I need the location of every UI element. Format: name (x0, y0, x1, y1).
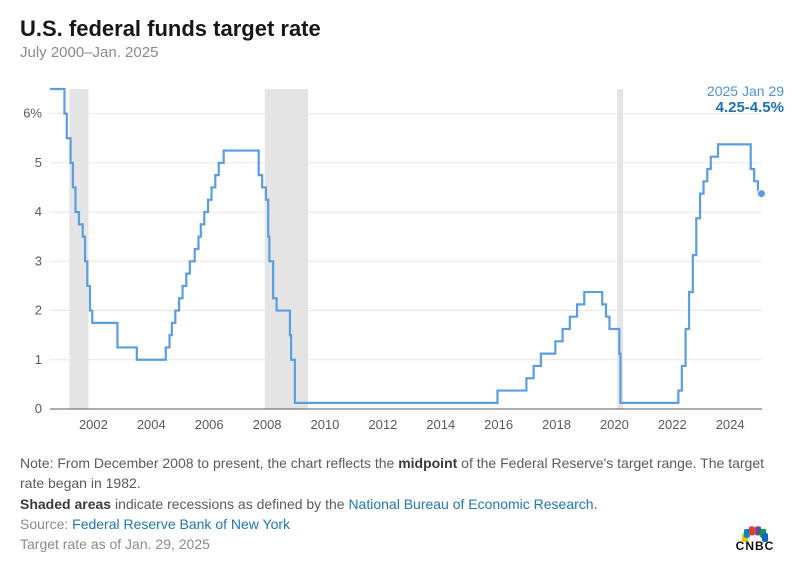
source-label: Source: (20, 516, 72, 532)
svg-text:1: 1 (35, 352, 42, 367)
cnbc-logo: CNBC (720, 518, 790, 552)
svg-text:2008: 2008 (253, 417, 282, 432)
source-link[interactable]: Federal Reserve Bank of New York (72, 516, 290, 532)
svg-text:2014: 2014 (426, 417, 455, 432)
svg-text:0: 0 (35, 401, 42, 416)
note-line2-c: . (594, 496, 598, 512)
note-midpoint-bold: midpoint (398, 455, 457, 471)
latest-value-callout: 2025 Jan 29 4.25-4.5% (707, 83, 784, 116)
asof-line: Target rate as of Jan. 29, 2025 (20, 534, 790, 554)
svg-text:2022: 2022 (658, 417, 687, 432)
chart-notes: Note: From December 2008 to present, the… (20, 453, 790, 554)
chart-subtitle: July 2000–Jan. 2025 (20, 44, 790, 61)
note-line1-a: Note: From December 2008 to present, the… (20, 455, 398, 471)
svg-text:2012: 2012 (368, 417, 397, 432)
chart-area: 2025 Jan 29 4.25-4.5% 0 1 2 3 4 5 6% 2002 2004 20… (20, 79, 790, 439)
svg-text:2024: 2024 (716, 417, 745, 432)
svg-text:2010: 2010 (310, 417, 339, 432)
svg-text:6%: 6% (23, 106, 42, 121)
svg-text:2002: 2002 (79, 417, 108, 432)
chart-title: U.S. federal funds target rate (20, 16, 790, 42)
svg-text:2004: 2004 (137, 417, 166, 432)
svg-text:2018: 2018 (542, 417, 571, 432)
svg-text:CNBC: CNBC (736, 539, 775, 552)
line-chart: 0 1 2 3 4 5 6% 2002 2004 2006 2008 2010 2012 2014 2016… (20, 79, 790, 439)
svg-text:2006: 2006 (195, 417, 224, 432)
note-shaded-bold: Shaded areas (20, 496, 111, 512)
svg-text:3: 3 (35, 253, 42, 268)
svg-text:4: 4 (35, 204, 42, 219)
svg-text:5: 5 (35, 155, 42, 170)
note-line2-b: indicate recessions as defined by the (111, 496, 348, 512)
callout-value: 4.25-4.5% (707, 99, 784, 116)
svg-text:2016: 2016 (484, 417, 513, 432)
callout-date: 2025 Jan 29 (707, 83, 784, 99)
nber-link[interactable]: National Bureau of Economic Research (348, 496, 593, 512)
svg-text:2020: 2020 (600, 417, 629, 432)
svg-text:2: 2 (35, 303, 42, 318)
